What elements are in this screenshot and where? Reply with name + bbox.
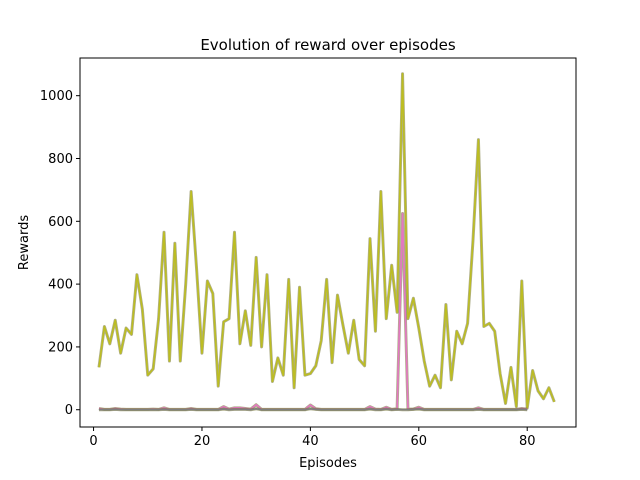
- x-axis-label: Episodes: [299, 456, 357, 471]
- y-tick-label: 600: [48, 215, 73, 230]
- y-tick-label: 0: [65, 403, 73, 418]
- x-tick-label: 60: [411, 434, 428, 449]
- plot-lines: [97, 72, 556, 412]
- series-line-shadow-0: [97, 72, 556, 410]
- x-tick-label: 40: [302, 434, 319, 449]
- y-axis-label: Rewards: [17, 215, 32, 270]
- plot-frame: [79, 57, 577, 428]
- series-line-2: [98, 407, 528, 411]
- x-tick-label: 0: [89, 434, 97, 449]
- y-axis-ticks: 0 200 400 600 800 1000: [40, 89, 80, 418]
- y-tick-label: 800: [48, 152, 73, 167]
- x-tick-label: 20: [194, 434, 211, 449]
- chart-title: Evolution of reward over episodes: [200, 36, 456, 54]
- y-tick-label: 400: [48, 278, 73, 293]
- x-tick-label: 80: [519, 434, 536, 449]
- x-axis-ticks: 0 20 40 60 80: [89, 427, 535, 449]
- y-tick-label: 1000: [40, 89, 73, 104]
- y-tick-label: 200: [48, 340, 73, 355]
- series-line-0: [98, 72, 556, 409]
